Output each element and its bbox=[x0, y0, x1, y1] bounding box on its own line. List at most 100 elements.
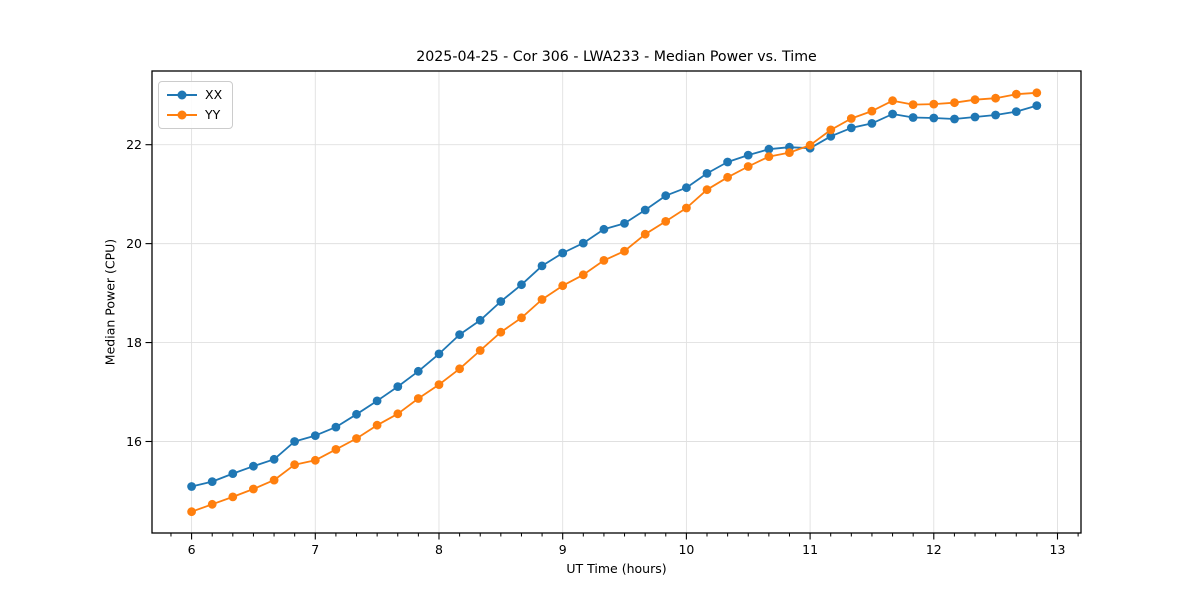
data-point-yy bbox=[929, 99, 939, 109]
legend: XX YY bbox=[158, 81, 234, 129]
data-point-yy bbox=[867, 106, 877, 116]
data-point-xx bbox=[331, 422, 341, 432]
data-point-yy bbox=[950, 98, 959, 108]
data-point-xx bbox=[517, 280, 526, 290]
data-point-xx bbox=[228, 469, 238, 478]
data-point-xx bbox=[908, 113, 918, 122]
data-point-yy bbox=[372, 420, 382, 430]
data-point-yy bbox=[743, 162, 753, 171]
data-point-xx bbox=[826, 131, 836, 141]
data-point-yy bbox=[640, 229, 650, 239]
data-point-yy bbox=[352, 434, 361, 443]
data-point-yy bbox=[331, 445, 341, 454]
y-tick-label: 16 bbox=[126, 434, 142, 449]
data-point-xx bbox=[352, 409, 361, 419]
data-point-xx bbox=[1011, 107, 1021, 116]
data-point-yy bbox=[1011, 89, 1021, 99]
data-point-yy bbox=[702, 185, 712, 195]
data-point-xx bbox=[929, 113, 939, 123]
data-point-yy bbox=[908, 100, 918, 109]
data-point-xx bbox=[867, 119, 877, 128]
data-point-yy bbox=[1032, 88, 1042, 98]
data-point-yy bbox=[558, 281, 568, 291]
data-point-xx bbox=[950, 114, 959, 124]
data-point-yy bbox=[496, 327, 506, 337]
data-point-xx bbox=[249, 461, 258, 471]
data-point-xx bbox=[269, 454, 279, 464]
data-point-yy bbox=[228, 492, 238, 502]
data-point-yy bbox=[269, 475, 279, 485]
data-point-xx bbox=[207, 477, 217, 486]
x-tick-label: 8 bbox=[435, 542, 443, 557]
data-point-yy bbox=[475, 346, 485, 355]
data-point-yy bbox=[249, 484, 258, 494]
data-point-yy bbox=[826, 125, 836, 135]
data-point-yy bbox=[537, 295, 547, 304]
data-point-xx bbox=[537, 261, 547, 271]
data-point-yy bbox=[846, 114, 856, 123]
legend-marker-icon bbox=[167, 90, 197, 100]
data-point-xx bbox=[393, 382, 403, 391]
data-point-xx bbox=[764, 144, 774, 154]
legend-dot-icon bbox=[177, 110, 187, 120]
y-tick-label: 22 bbox=[126, 137, 142, 152]
data-point-xx bbox=[723, 157, 732, 167]
y-tick-label: 18 bbox=[126, 335, 142, 350]
data-point-xx bbox=[599, 224, 609, 234]
data-point-xx bbox=[743, 150, 753, 160]
data-point-yy bbox=[207, 499, 217, 509]
series-line-yy bbox=[190, 91, 1038, 513]
series-line-xx bbox=[190, 104, 1038, 488]
data-point-xx bbox=[1032, 101, 1042, 110]
legend-item-yy: YY bbox=[167, 107, 222, 123]
data-point-yy bbox=[764, 152, 774, 162]
data-point-yy bbox=[661, 217, 671, 226]
data-point-xx bbox=[661, 191, 671, 201]
x-tick-label: 7 bbox=[311, 542, 319, 557]
data-point-xx bbox=[475, 315, 485, 325]
data-point-yy bbox=[723, 172, 732, 182]
y-tick-label: 20 bbox=[126, 236, 142, 251]
data-point-yy bbox=[393, 409, 403, 419]
data-point-yy bbox=[620, 246, 629, 256]
data-point-xx bbox=[682, 183, 691, 193]
data-point-xx bbox=[372, 396, 382, 406]
data-point-xx bbox=[970, 112, 980, 122]
data-point-yy bbox=[991, 93, 1000, 103]
data-point-xx bbox=[413, 366, 423, 376]
x-tick-label: 10 bbox=[678, 542, 694, 557]
data-point-yy bbox=[434, 380, 444, 389]
x-tick-label: 9 bbox=[559, 542, 567, 557]
data-point-yy bbox=[187, 507, 197, 517]
y-axis-label: Median Power (CPU) bbox=[102, 238, 118, 366]
legend-label: XX bbox=[205, 87, 223, 102]
data-point-yy bbox=[785, 148, 794, 158]
data-point-yy bbox=[455, 364, 464, 374]
data-point-xx bbox=[310, 431, 320, 440]
data-point-yy bbox=[517, 313, 526, 323]
data-point-yy bbox=[888, 96, 897, 106]
data-point-yy bbox=[413, 394, 423, 403]
data-point-yy bbox=[682, 203, 691, 213]
data-point-xx bbox=[846, 123, 856, 133]
data-point-yy bbox=[599, 256, 609, 265]
x-tick-label: 12 bbox=[926, 542, 942, 557]
data-point-xx bbox=[187, 482, 197, 491]
x-tick-label: 11 bbox=[802, 542, 818, 557]
plot-border bbox=[151, 70, 1082, 534]
data-point-xx bbox=[578, 238, 588, 248]
data-point-xx bbox=[455, 330, 464, 339]
data-point-xx bbox=[702, 169, 712, 178]
data-point-yy bbox=[290, 460, 299, 470]
data-point-xx bbox=[620, 219, 629, 228]
data-point-yy bbox=[970, 95, 980, 105]
x-axis-label: UT Time (hours) bbox=[566, 561, 667, 576]
data-point-xx bbox=[496, 297, 506, 306]
x-tick-label: 6 bbox=[188, 542, 196, 557]
chart-title: 2025-04-25 - Cor 306 - LWA233 - Median P… bbox=[416, 49, 817, 65]
legend-marker-icon bbox=[167, 110, 197, 120]
data-point-xx bbox=[290, 437, 299, 446]
data-point-xx bbox=[558, 248, 568, 258]
